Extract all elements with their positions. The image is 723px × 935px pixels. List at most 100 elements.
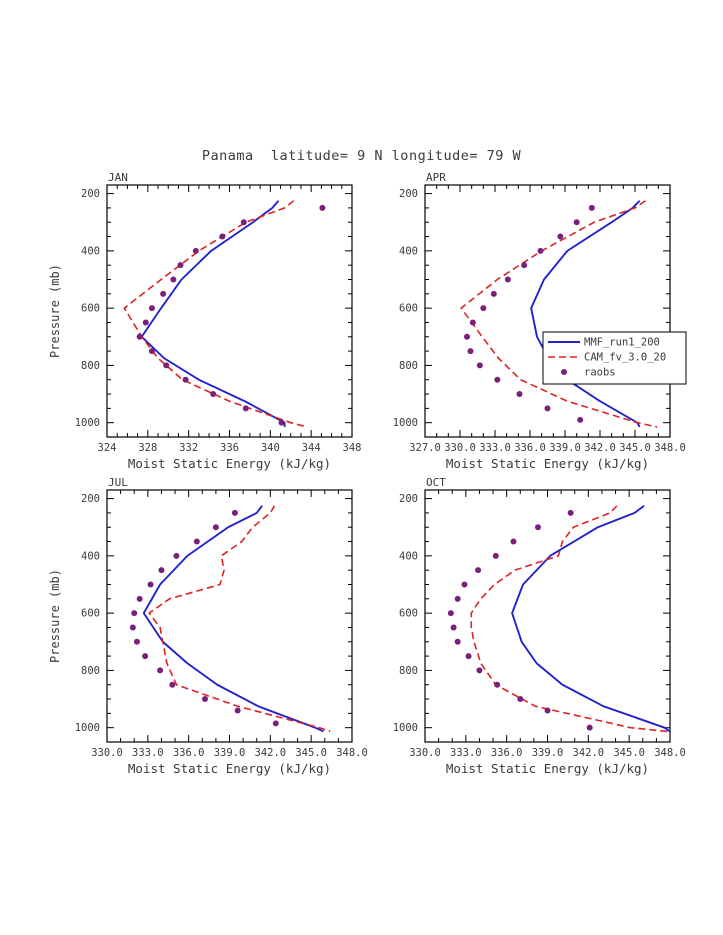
raobs-dot [142,319,149,326]
y-tick-label: 400 [81,550,100,562]
legend-label: MMF_run1_200 [584,337,660,349]
y-tick-label: 800 [399,360,418,372]
raobs-dot [160,290,167,297]
x-axis-label: Moist Static Energy (kJ/kg) [128,456,331,471]
y-tick-label: 1000 [75,722,100,734]
mmf-line [511,504,671,733]
y-tick-label: 400 [399,245,418,257]
raobs-dot [210,391,217,398]
raobs-dot [577,416,584,423]
raobs-dot [469,319,476,326]
raobs-dot [465,653,472,660]
raobs-dot [272,720,279,727]
y-tick-label: 1000 [393,722,418,734]
x-tick-label: 328 [138,442,157,454]
x-tick-label: 342.0 [584,442,616,454]
raobs-dot [158,567,165,574]
raobs-dot [177,262,184,269]
raobs-dots [447,509,593,731]
raobs-dot [212,524,219,531]
panel-apr: 327.0 330.0 333.0 336.0 339.0 342.0 345.0 348.0… [393,171,686,471]
legend-box [542,331,687,385]
x-tick-label: 348.0 [654,747,686,759]
y-axis: 200 400 600 800 1000 [393,188,670,429]
raobs-dot [133,638,140,645]
x-tick-label: 336.0 [491,747,523,759]
x-axis: 324 328 332 336 340 344 348 [98,185,361,454]
y-tick-label: 600 [399,608,418,620]
raobs-dot [147,581,154,588]
y-axis: 200 400 600 800 1000 [75,188,352,429]
raobs-dots [129,509,279,727]
y-tick-label: 200 [399,188,418,200]
x-tick-label: 340 [261,442,280,454]
x-tick-label: 336.0 [173,747,205,759]
raobs-dot [534,524,541,531]
raobs-dots [136,204,326,426]
y-axis: 200 400 600 800 1000 [75,493,352,734]
raobs-dot [447,610,454,617]
x-axis: 330.0 333.0 336.0 339.0 342.0 345.0 348.0 [409,490,686,759]
cam-line [123,200,308,428]
y-tick-label: 400 [81,245,100,257]
raobs-dot [510,538,517,545]
x-tick-label: 342.0 [573,747,605,759]
raobs-dot [464,333,470,340]
panel-jan: 324 328 332 336 340 344 348 200 400 600 800 1000 JAN… [48,171,361,471]
chart-title: Panama latitude= 9 N longitude= 79 W [201,148,522,164]
raobs-dot [142,653,149,660]
raobs-dot [504,276,511,283]
raobs-dot [129,624,136,631]
raobs-dot [219,233,226,240]
raobs-dot [242,405,249,412]
raobs-dot [573,219,580,226]
y-tick-label: 400 [399,550,418,562]
x-axis: 330.0 333.0 336.0 339.0 342.0 345.0 348.0 [91,490,368,759]
y-tick-label: 800 [81,360,100,372]
raobs-dot [494,376,501,383]
raobs-dot [588,204,595,211]
cam-line [470,505,668,733]
raobs-dot [231,509,238,516]
raobs-dot [544,707,551,714]
y-tick-label: 1000 [393,417,418,429]
panel-oct: 330.0 333.0 336.0 339.0 342.0 345.0 348.0 200 40… [393,476,686,776]
raobs-dot [131,610,138,617]
raobs-dot [516,391,523,398]
y-tick-label: 200 [399,493,418,505]
raobs-dot [163,362,170,369]
y-tick-label: 1000 [75,417,100,429]
x-tick-label: 333.0 [450,747,482,759]
raobs-dot [148,305,155,312]
x-tick-label: 348.0 [336,747,368,759]
y-tick-label: 600 [399,303,418,315]
x-tick-label: 345.0 [295,747,327,759]
raobs-dot [170,276,177,283]
raobs-dot [586,724,593,731]
x-tick-label: 330.0 [91,747,123,759]
raobs-dot [567,509,574,516]
x-axis-label: Moist Static Energy (kJ/kg) [446,456,649,471]
raobs-dot [461,581,468,588]
raobs-dots [464,204,595,423]
raobs-dot [537,247,544,254]
raobs-dot [557,233,564,240]
panel-title: JAN [108,171,128,184]
x-tick-label: 332 [179,442,198,454]
panel-title: JUL [108,476,128,489]
y-tick-label: 200 [81,493,100,505]
x-tick-label: 345.0 [613,747,645,759]
y-axis: 200 400 600 800 1000 [393,493,670,734]
raobs-dot [136,333,143,340]
mmf-line [142,505,324,733]
x-axis: 327.0 330.0 333.0 336.0 339.0 342.0 345.0 348.0 [409,185,686,454]
raobs-dot [450,624,457,631]
raobs-dot [490,290,497,297]
plot-frame [424,489,671,743]
y-tick-label: 800 [399,665,418,677]
x-axis-label: Moist Static Energy (kJ/kg) [446,761,649,776]
x-tick-label: 344 [302,442,321,454]
panel-title: OCT [426,476,446,489]
